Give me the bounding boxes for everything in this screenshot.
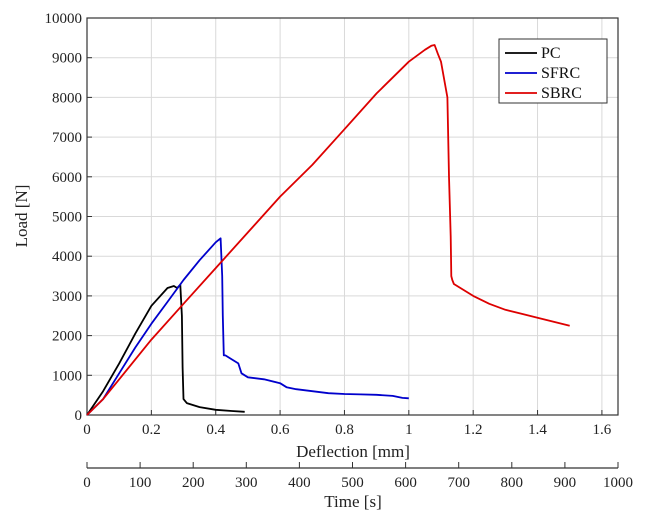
y-axis-label: Load [N] [12, 185, 31, 248]
x2-tick-label: 600 [394, 475, 417, 491]
legend-label-sfrc: SFRC [541, 65, 580, 82]
x-tick-label: 1 [405, 422, 413, 438]
x-tick-label: 0.2 [142, 422, 161, 438]
legend-label-sbrc: SBRC [541, 85, 582, 102]
legend-label-pc: PC [541, 45, 561, 62]
x-tick-label: 1.2 [464, 422, 483, 438]
y-tick-label: 0 [75, 408, 83, 424]
x2-tick-label: 400 [288, 475, 311, 491]
y-axis-ticks: 0 1000 2000 3000 4000 5000 6000 7000 8000 9000 100… [45, 11, 92, 424]
x-tick-label: 0.6 [271, 422, 290, 438]
x2-tick-label: 500 [341, 475, 364, 491]
x-tick-label: 1.4 [528, 422, 547, 438]
grid-lines [87, 18, 618, 415]
x2-tick-label: 1000 [603, 475, 633, 491]
x2-axis-label: Time [s] [324, 492, 381, 511]
y-tick-label: 4000 [52, 249, 82, 265]
y-tick-label: 2000 [52, 329, 82, 345]
y-tick-label: 3000 [52, 289, 82, 305]
x2-tick-label: 900 [554, 475, 577, 491]
x-tick-label: 0 [83, 422, 91, 438]
x-axis-label: Deflection [mm] [296, 442, 410, 461]
x-tick-label: 1.6 [593, 422, 612, 438]
x2-tick-label: 800 [501, 475, 524, 491]
x2-tick-label: 200 [182, 475, 205, 491]
y-tick-label: 9000 [52, 51, 82, 67]
series-line-sfrc [86, 237, 409, 416]
y-tick-label: 5000 [52, 210, 82, 226]
x-tick-label: 0.8 [335, 422, 354, 438]
x2-tick-label: 700 [447, 475, 470, 491]
y-tick-label: 8000 [52, 90, 82, 106]
x2-tick-label: 300 [235, 475, 258, 491]
y-tick-label: 10000 [45, 11, 83, 27]
series-lines [86, 44, 570, 416]
y-tick-label: 6000 [52, 170, 82, 186]
x-tick-label: 0.4 [206, 422, 225, 438]
x2-axis-ticks: 0 100 200 300 400 500 600 700 800 900 1000 [83, 462, 633, 491]
legend: PC SFRC SBRC [498, 38, 608, 104]
y-tick-label: 7000 [52, 130, 82, 146]
x-axis-ticks: 0 0.2 0.4 0.6 0.8 1 1.2 1.4 1.6 [83, 410, 612, 438]
x2-tick-label: 100 [129, 475, 152, 491]
x2-tick-label: 0 [83, 475, 91, 491]
y-tick-label: 1000 [52, 368, 82, 384]
series-line-sbrc [86, 44, 570, 416]
